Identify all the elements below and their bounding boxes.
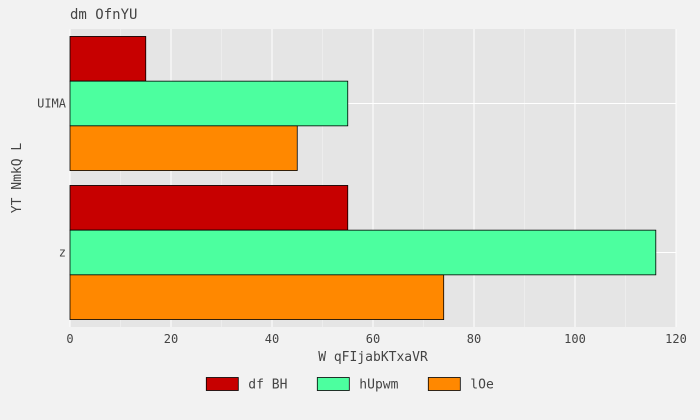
bar (69, 80, 349, 127)
x-tick-label: 80 (467, 332, 481, 346)
chart-title: dm OfnYU (70, 7, 138, 23)
x-tick-label: 20 (164, 332, 178, 346)
x-tick-label: 40 (265, 332, 279, 346)
x-axis-label: W qFIjabKTxaVR (318, 350, 428, 365)
legend-label: lOe (470, 378, 494, 393)
legend-swatch (205, 377, 239, 391)
bar (69, 229, 657, 276)
y-axis-label: YT NmkQ L (10, 143, 25, 214)
bar (69, 274, 445, 320)
bar (69, 125, 298, 171)
legend-swatch (316, 377, 350, 391)
bar (69, 185, 349, 231)
legend-label: df BH (248, 378, 287, 393)
legend-label: hUpwm (359, 378, 398, 393)
x-tick-label: 120 (665, 332, 687, 346)
legend-swatch (427, 377, 461, 391)
bar (69, 36, 147, 82)
y-tick-label: z (59, 246, 66, 260)
x-tick-label: 0 (66, 332, 73, 346)
x-tick-label: 60 (366, 332, 380, 346)
y-tick-label: UIMA (37, 97, 67, 111)
x-tick-label: 100 (564, 332, 586, 346)
